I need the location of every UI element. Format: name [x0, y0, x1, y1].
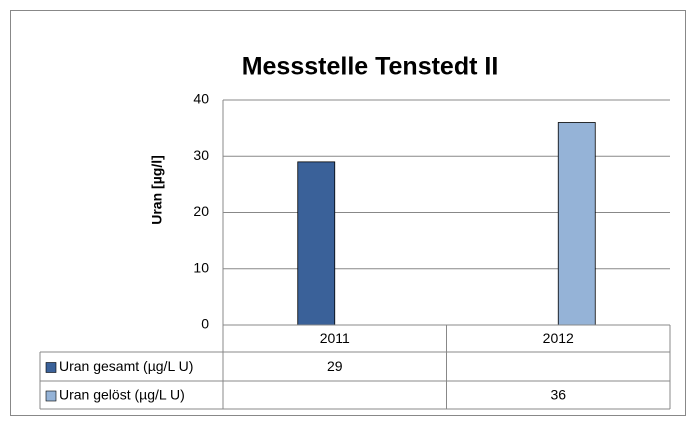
y-tick-label: 40 — [193, 91, 209, 107]
legend-label: Uran gelöst (µg/L U) — [59, 387, 185, 403]
y-axis-label: Uran [µg/l] — [149, 155, 165, 225]
y-tick-label: 10 — [193, 259, 209, 275]
chart-title: Messstelle Tenstedt II — [242, 53, 499, 81]
table-value: 29 — [327, 358, 343, 374]
x-tick-label: 2012 — [543, 330, 574, 346]
legend-swatch — [45, 362, 57, 373]
y-tick-label: 20 — [193, 203, 209, 219]
legend-label: Uran gesamt (µg/L U) — [59, 358, 193, 374]
legend-swatch — [45, 390, 57, 402]
bar — [297, 161, 336, 326]
y-tick-label: 0 — [201, 316, 209, 332]
y-tick-label: 30 — [193, 147, 209, 163]
table-value: 36 — [550, 387, 566, 403]
x-tick-label: 2011 — [320, 330, 350, 346]
bar — [557, 122, 596, 326]
